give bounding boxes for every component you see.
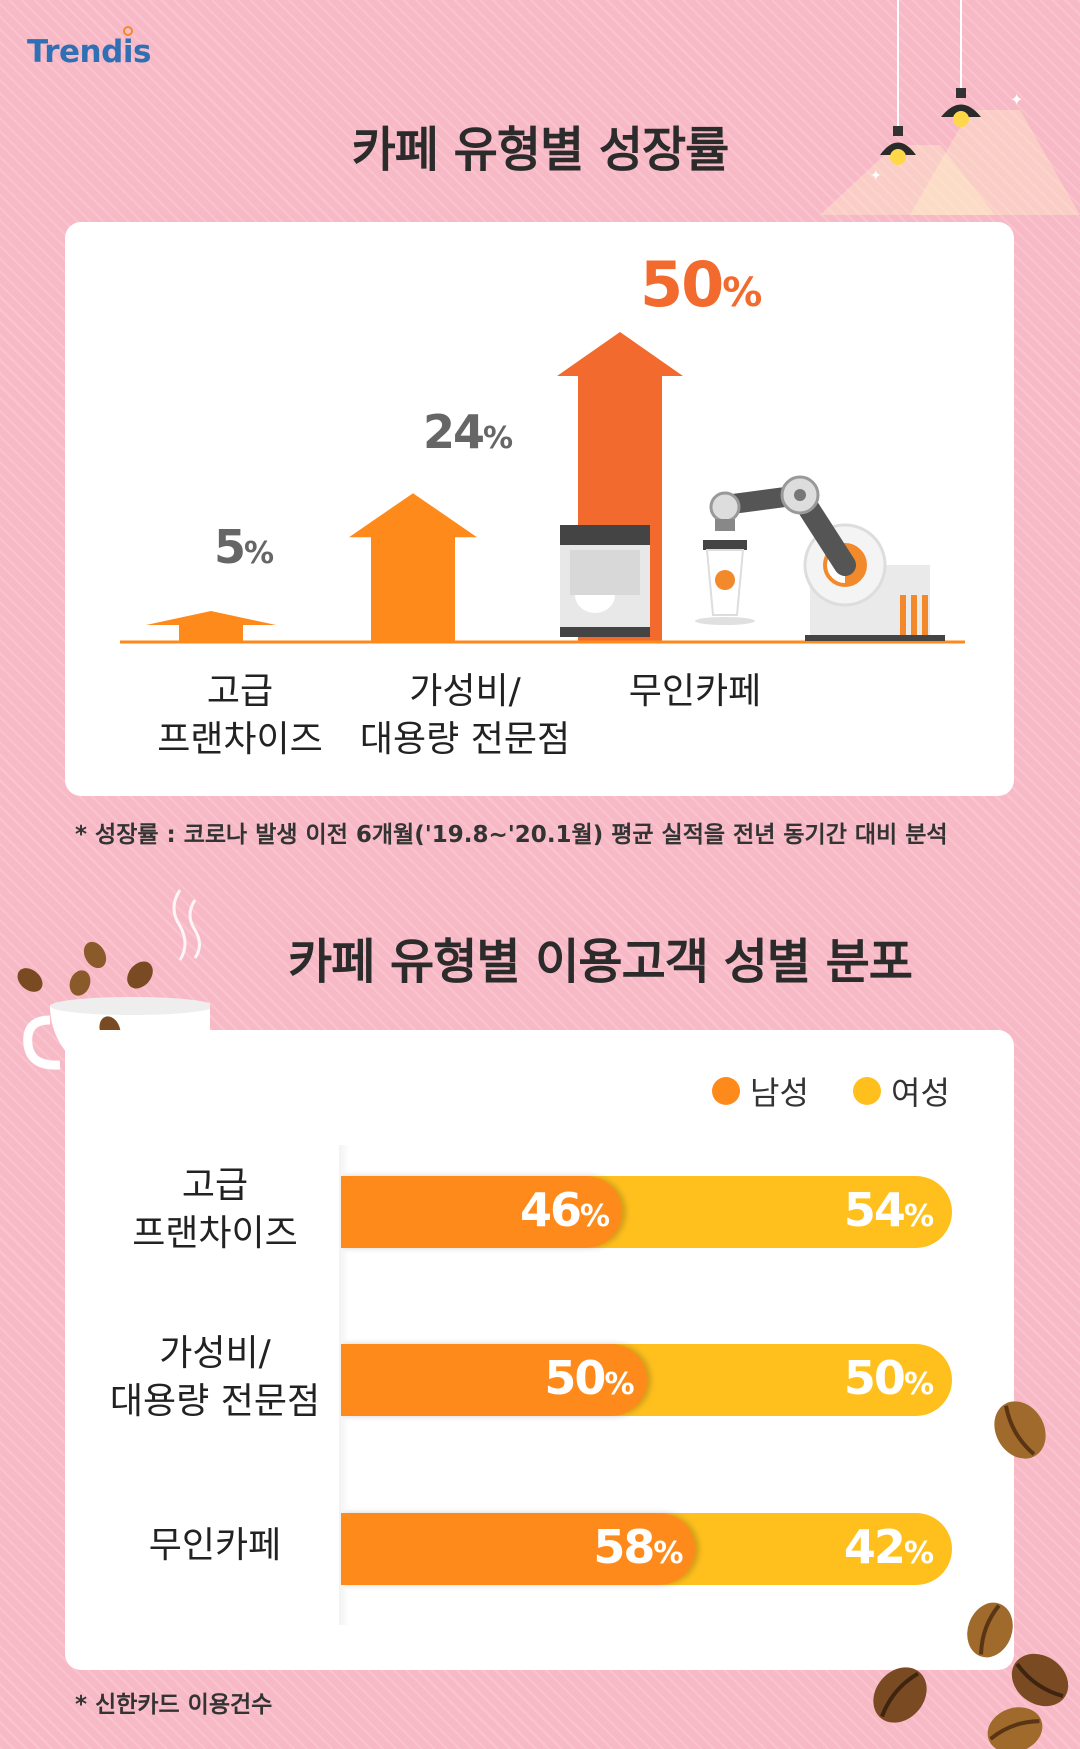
gender-row-label-value-line2: 대용량 전문점 [109,1381,321,1422]
gender-bar-value-male-label: 50% [544,1351,634,1405]
gender-footnote: * 신한카드 이용건수 [75,1692,273,1718]
growth-label-premium-line2: 프랜차이즈 [157,719,323,760]
growth-value-premium-unit: % [244,536,274,571]
growth-chart-title: 카페 유형별 성장률 [351,122,730,178]
gender-row-label-premium: 고급 프랜차이즈 [100,1162,330,1258]
gender-bar-unmanned-female-unit: % [903,1536,934,1571]
gender-bar-value-female-label: 50% [843,1351,934,1405]
svg-text:✦: ✦ [870,168,882,184]
growth-bar-premium [146,611,276,642]
logo-text: Trendis [27,34,151,70]
growth-value-unmanned-num: 50 [640,248,724,321]
gender-bar-premium: 54% 46% [341,1176,952,1248]
svg-text:✦: ✦ [1010,90,1023,109]
growth-value-unmanned-unit: % [722,270,762,316]
legend-female-swatch [853,1077,881,1105]
gender-bar-value-female-unit: % [903,1367,934,1402]
gender-bar-value-male-num: 50 [544,1351,606,1405]
gender-row-label-premium-line2: 프랜차이즈 [132,1213,298,1254]
gender-bar-premium-male-label: 46% [519,1183,610,1237]
legend-male: 남성 [712,1068,809,1114]
gender-bar-unmanned-female-label: 42% [843,1520,934,1574]
gender-bar-value: 50% 50% [341,1344,952,1416]
coffee-beans-icon [873,1401,1069,1749]
gender-bar-value-female-num: 50 [843,1351,906,1405]
gender-bar-premium-male-num: 46 [519,1183,582,1237]
gender-bar-premium-male [341,1176,623,1248]
growth-value-premium-num: 5 [214,520,246,574]
growth-footnote: * 성장률 : 코로나 발생 이전 6개월('19.8~'20.1월) 평균 실… [75,822,948,848]
gender-row-label-value: 가성비/ 대용량 전문점 [100,1330,330,1426]
gender-bar-value-male [341,1344,647,1416]
growth-label-value-line1: 가성비/ [409,671,521,712]
gender-row-label-value-line1: 가성비/ [159,1333,271,1374]
gender-row-label-unmanned: 무인카페 [100,1522,330,1570]
growth-value-premium: 5% [214,520,274,574]
logo-dot-icon [123,26,133,36]
growth-label-premium-line1: 고급 [206,671,274,712]
legend-female-label: 여성 [891,1074,950,1112]
gender-bar-unmanned: 42% 58% [341,1513,952,1585]
legend-male-label: 남성 [750,1074,809,1112]
gender-bar-unmanned-male [341,1513,696,1585]
hanging-lamps-icon: ✦ ✦ [820,0,1080,215]
gender-bar-unmanned-male-unit: % [653,1536,683,1571]
growth-bar-value [349,493,477,642]
growth-label-value: 가성비/ 대용량 전문점 [355,668,575,764]
coffee-machine-robot-icon [560,475,945,641]
growth-label-unmanned: 무인카페 [595,668,795,716]
gender-bar-unmanned-female-num: 42 [843,1520,906,1574]
growth-value-value: 24% [423,405,513,459]
gender-bar-premium-female-num: 54 [843,1183,906,1237]
legend-male-swatch [712,1077,740,1105]
gender-bar-unmanned-male-label: 58% [593,1520,683,1574]
trendis-logo: Trendis [27,26,151,70]
growth-label-premium: 고급 프랜차이즈 [145,668,335,764]
legend-female: 여성 [853,1068,950,1114]
growth-value-unmanned: 50% [640,248,762,321]
gender-bar-unmanned-male-num: 58 [593,1520,655,1574]
gender-bar-premium-female-unit: % [903,1199,934,1234]
gender-chart-title: 카페 유형별 이용고객 성별 분포 [288,934,913,990]
growth-value-value-unit: % [483,421,513,456]
gender-bar-premium-female-label: 54% [843,1183,934,1237]
gender-bar-value-male-unit: % [604,1367,634,1402]
gender-row-label-unmanned-line1: 무인카페 [148,1525,282,1566]
gender-row-label-premium-line1: 고급 [181,1165,249,1206]
gender-bar-premium-male-unit: % [580,1199,610,1234]
growth-value-value-num: 24 [423,405,485,459]
growth-label-unmanned-line1: 무인카페 [628,671,762,712]
growth-label-value-line2: 대용량 전문점 [359,719,571,760]
growth-chart-card [65,222,1014,796]
